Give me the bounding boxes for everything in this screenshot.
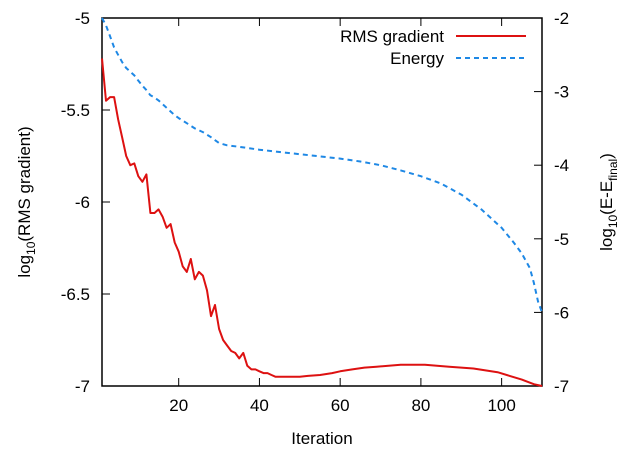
legend-label-energy: Energy (390, 49, 444, 68)
y-right-tick-label: -2 (554, 9, 569, 28)
y-left-tick-label: -6.5 (61, 285, 90, 304)
x-tick-label: 80 (411, 396, 430, 415)
y-right-tick-label: -4 (554, 156, 569, 175)
x-tick-label: 20 (169, 396, 188, 415)
legend-label-rms-gradient: RMS gradient (340, 27, 444, 46)
y-right-tick-label: -7 (554, 377, 569, 396)
x-tick-label: 60 (331, 396, 350, 415)
y-left-tick-label: -5.5 (61, 101, 90, 120)
y-left-tick-label: -7 (75, 377, 90, 396)
y-left-tick-label: -5 (75, 9, 90, 28)
y-axis-right-title: log10(E-Efinal) (597, 153, 620, 251)
y-right-tick-label: -3 (554, 83, 569, 102)
legend: RMS gradient Energy (340, 27, 526, 68)
plot-frame (101, 17, 543, 387)
series-lines (101, 17, 543, 387)
y-left-tick-label: -6 (75, 193, 90, 212)
series-line-energy (101, 17, 543, 313)
y-right-tick-label: -6 (554, 303, 569, 322)
y-right-tick-label: -5 (554, 230, 569, 249)
x-axis-title: Iteration (291, 429, 352, 448)
x-tick-label: 40 (250, 396, 269, 415)
x-tick-label: 100 (487, 396, 515, 415)
ticks: 20 40 60 80 100 -5 -5.5 -6 -6.5 -7 -2 -3 -4 -5 -6 -7 (61, 9, 569, 415)
series-line-rms-gradient (101, 58, 543, 387)
y-axis-left-title: log10(RMS gradient) (15, 126, 38, 277)
